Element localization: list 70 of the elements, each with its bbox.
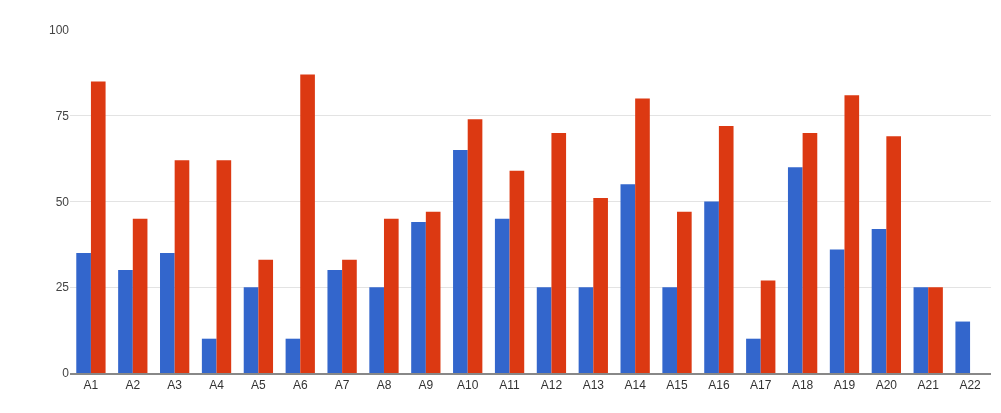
bar — [411, 222, 426, 373]
bar — [132, 218, 148, 373]
bar — [928, 287, 943, 373]
bar — [829, 249, 845, 373]
x-tick-label: A10 — [457, 378, 479, 393]
bar — [90, 81, 106, 373]
x-tick-label: A7 — [334, 378, 350, 393]
bar — [425, 211, 441, 373]
bar — [551, 132, 567, 373]
bar — [718, 126, 734, 373]
x-tick-label: A18 — [791, 378, 814, 393]
y-tick-label: 0 — [62, 366, 70, 381]
bar — [871, 228, 887, 373]
x-tick-label: A13 — [582, 378, 605, 393]
bar — [536, 287, 552, 373]
y-tick-label: 75 — [55, 108, 70, 123]
bar — [886, 136, 901, 373]
bar — [174, 160, 190, 373]
x-tick-label: A16 — [708, 378, 730, 393]
bar — [243, 287, 259, 373]
bar — [118, 270, 133, 373]
bar — [342, 259, 357, 373]
bar — [662, 287, 678, 373]
bar — [955, 321, 971, 373]
x-tick-label: A20 — [875, 378, 898, 393]
bar — [578, 287, 594, 373]
x-tick-label: A22 — [959, 378, 982, 393]
bar — [76, 252, 91, 373]
x-tick-label: A12 — [540, 378, 563, 393]
bar — [704, 201, 719, 373]
bar — [453, 150, 468, 373]
bar — [201, 338, 217, 373]
y-tick-label: 25 — [55, 280, 70, 295]
bar — [802, 132, 818, 373]
bar — [327, 270, 343, 373]
bar — [216, 160, 232, 373]
bar — [285, 338, 301, 373]
x-tick-label: A11 — [499, 378, 521, 393]
x-tick-label: A1 — [83, 378, 99, 393]
x-tick-label: A14 — [624, 378, 647, 393]
bar — [760, 280, 776, 373]
y-tick-label: 100 — [48, 23, 70, 38]
bar — [746, 338, 761, 373]
bar — [494, 218, 510, 373]
bar — [593, 198, 608, 373]
x-tick-label: A8 — [376, 378, 392, 393]
bar — [913, 287, 929, 373]
bar — [509, 170, 525, 373]
bar — [635, 98, 650, 373]
x-tick-label: A9 — [418, 378, 434, 393]
y-tick-label: 50 — [55, 194, 70, 209]
x-tick-label: A17 — [750, 378, 772, 393]
bar — [844, 95, 860, 373]
x-tick-label: A15 — [666, 378, 689, 393]
bar — [258, 259, 274, 373]
x-tick-label: A4 — [209, 378, 225, 393]
x-tick-label: A5 — [251, 378, 267, 393]
x-tick-label: A19 — [833, 378, 856, 393]
bar — [383, 218, 399, 373]
bar — [467, 119, 483, 373]
x-tick-label: A2 — [125, 378, 141, 393]
x-tick-label: A21 — [917, 378, 940, 393]
bar — [620, 184, 636, 373]
x-tick-label: A3 — [167, 378, 183, 393]
x-tick-label: A6 — [292, 378, 308, 393]
bar — [787, 167, 803, 373]
bar — [369, 287, 384, 373]
bar — [677, 211, 692, 373]
bar — [300, 74, 315, 373]
bar — [160, 252, 175, 373]
